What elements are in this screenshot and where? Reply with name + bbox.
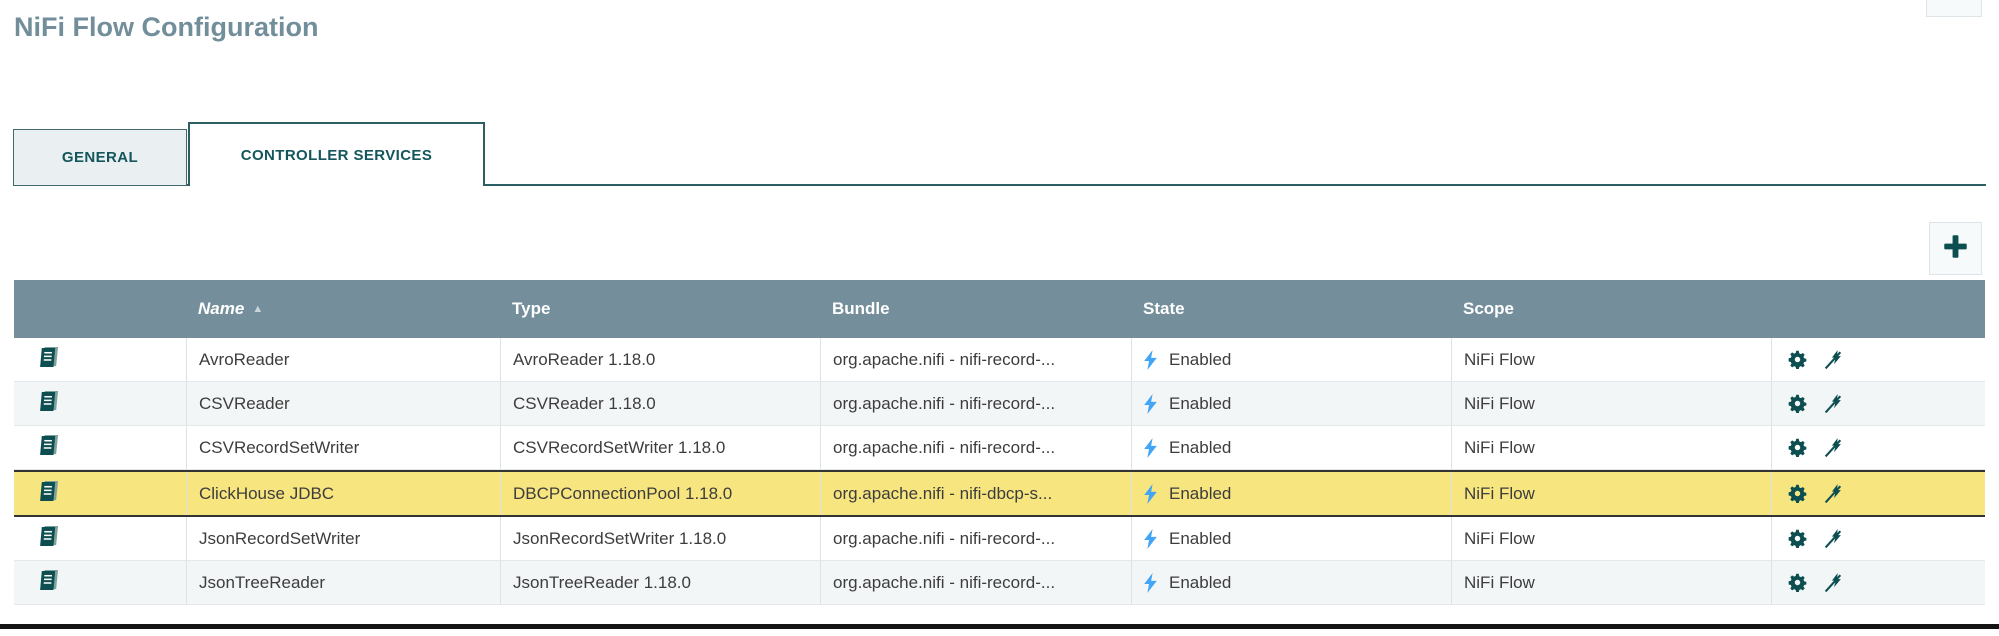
table-row[interactable]: JsonRecordSetWriter JsonRecordSetWriter … xyxy=(14,517,1985,561)
header-type[interactable]: Type xyxy=(512,299,551,318)
tab-general[interactable]: GENERAL xyxy=(13,129,187,186)
book-icon xyxy=(38,346,59,374)
service-type: JsonRecordSetWriter 1.18.0 xyxy=(500,517,820,560)
service-type: DBCPConnectionPool 1.18.0 xyxy=(500,472,820,515)
close-button[interactable] xyxy=(1926,0,1982,17)
disable-bolt-slash-icon[interactable] xyxy=(1823,483,1844,504)
service-bundle: org.apache.nifi - nifi-dbcp-s... xyxy=(820,472,1131,515)
plus-icon xyxy=(1942,233,1969,265)
service-state: Enabled xyxy=(1169,349,1232,369)
service-state: Enabled xyxy=(1169,572,1232,592)
service-state: Enabled xyxy=(1169,437,1232,457)
disable-bolt-slash-icon[interactable] xyxy=(1823,437,1844,458)
sort-ascending-icon: ▲ xyxy=(252,303,264,315)
service-type: CSVReader 1.18.0 xyxy=(500,382,820,425)
book-icon xyxy=(38,480,59,508)
service-name: JsonTreeReader xyxy=(186,561,500,604)
service-state: Enabled xyxy=(1169,393,1232,413)
service-scope: NiFi Flow xyxy=(1451,517,1771,560)
enabled-bolt-icon xyxy=(1144,483,1157,504)
table-row[interactable]: AvroReader AvroReader 1.18.0 org.apache.… xyxy=(14,338,1985,382)
configure-gear-icon[interactable] xyxy=(1788,484,1807,503)
table-header-row: Name ▲ Type Bundle State Scope xyxy=(14,280,1985,338)
table-row[interactable]: CSVRecordSetWriter CSVRecordSetWriter 1.… xyxy=(14,426,1985,470)
disable-bolt-slash-icon[interactable] xyxy=(1823,349,1844,370)
table-row[interactable]: ClickHouse JDBC DBCPConnectionPool 1.18.… xyxy=(14,470,1985,517)
enabled-bolt-icon xyxy=(1144,393,1157,414)
service-state: Enabled xyxy=(1169,483,1232,503)
table-row[interactable]: JsonTreeReader JsonTreeReader 1.18.0 org… xyxy=(14,561,1985,605)
service-name: CSVRecordSetWriter xyxy=(186,426,500,469)
table-body: AvroReader AvroReader 1.18.0 org.apache.… xyxy=(14,338,1985,605)
book-icon xyxy=(38,434,59,462)
service-name: CSVReader xyxy=(186,382,500,425)
service-scope: NiFi Flow xyxy=(1451,472,1771,515)
service-type: AvroReader 1.18.0 xyxy=(500,338,820,381)
disable-bolt-slash-icon[interactable] xyxy=(1823,572,1844,593)
service-name: JsonRecordSetWriter xyxy=(186,517,500,560)
disable-bolt-slash-icon[interactable] xyxy=(1823,393,1844,414)
header-name-label: Name xyxy=(198,299,245,318)
service-scope: NiFi Flow xyxy=(1451,426,1771,469)
service-type: JsonTreeReader 1.18.0 xyxy=(500,561,820,604)
configure-gear-icon[interactable] xyxy=(1788,438,1807,457)
configure-gear-icon[interactable] xyxy=(1788,529,1807,548)
tab-general-label: GENERAL xyxy=(61,149,139,166)
tab-bar-rule xyxy=(13,184,1986,186)
service-bundle: org.apache.nifi - nifi-record-... xyxy=(820,338,1131,381)
service-scope: NiFi Flow xyxy=(1451,561,1771,604)
tab-controller-services[interactable]: CONTROLLER SERVICES xyxy=(188,122,485,186)
book-icon xyxy=(38,390,59,418)
window-bottom-edge xyxy=(0,624,1999,629)
book-icon xyxy=(38,569,59,597)
service-bundle: org.apache.nifi - nifi-record-... xyxy=(820,426,1131,469)
enabled-bolt-icon xyxy=(1144,572,1157,593)
service-state: Enabled xyxy=(1169,528,1232,548)
service-bundle: org.apache.nifi - nifi-record-... xyxy=(820,382,1131,425)
add-service-button[interactable] xyxy=(1929,222,1982,275)
service-scope: NiFi Flow xyxy=(1451,338,1771,381)
header-scope[interactable]: Scope xyxy=(1463,299,1515,318)
page-title: NiFi Flow Configuration xyxy=(14,12,319,42)
configure-gear-icon[interactable] xyxy=(1788,573,1807,592)
configure-gear-icon[interactable] xyxy=(1788,394,1807,413)
enabled-bolt-icon xyxy=(1144,528,1157,549)
header-bundle[interactable]: Bundle xyxy=(832,299,890,318)
service-type: CSVRecordSetWriter 1.18.0 xyxy=(500,426,820,469)
enabled-bolt-icon xyxy=(1144,349,1157,370)
service-name: AvroReader xyxy=(186,338,500,381)
book-icon xyxy=(38,525,59,553)
disable-bolt-slash-icon[interactable] xyxy=(1823,528,1844,549)
service-bundle: org.apache.nifi - nifi-record-... xyxy=(820,561,1131,604)
controller-services-table: Name ▲ Type Bundle State Scope AvroReader… xyxy=(14,280,1985,605)
service-name: ClickHouse JDBC xyxy=(186,472,500,515)
enabled-bolt-icon xyxy=(1144,437,1157,458)
service-bundle: org.apache.nifi - nifi-record-... xyxy=(820,517,1131,560)
tab-controller-services-label: CONTROLLER SERVICES xyxy=(240,146,433,164)
header-state[interactable]: State xyxy=(1143,299,1185,318)
configure-gear-icon[interactable] xyxy=(1788,350,1807,369)
table-row[interactable]: CSVReader CSVReader 1.18.0 org.apache.ni… xyxy=(14,382,1985,426)
service-scope: NiFi Flow xyxy=(1451,382,1771,425)
tab-bar: GENERAL CONTROLLER SERVICES xyxy=(13,121,1986,186)
header-name[interactable]: Name ▲ xyxy=(186,299,500,319)
